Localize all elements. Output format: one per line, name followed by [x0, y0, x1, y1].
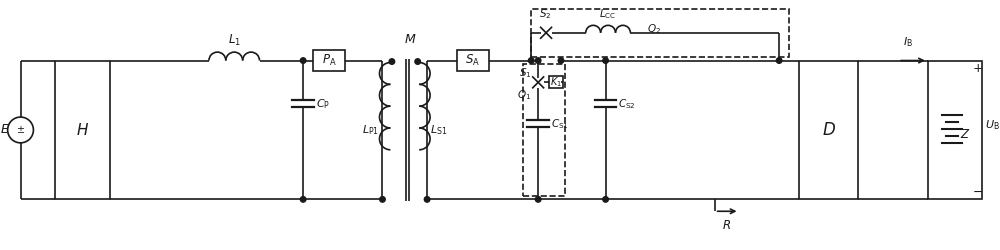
- Text: $Q_2$: $Q_2$: [647, 22, 661, 36]
- Circle shape: [528, 58, 534, 63]
- Circle shape: [300, 58, 306, 63]
- Text: $P_{\rm A}$: $P_{\rm A}$: [322, 53, 336, 68]
- Bar: [799, 60, 858, 199]
- Text: $\pm$: $\pm$: [16, 124, 25, 136]
- Circle shape: [535, 58, 541, 63]
- Text: $S_1$: $S_1$: [519, 66, 531, 80]
- Circle shape: [389, 59, 395, 64]
- Text: $R$: $R$: [722, 219, 731, 232]
- Circle shape: [424, 196, 430, 202]
- Bar: [531, 9, 789, 56]
- Text: $L_{\rm P1}$: $L_{\rm P1}$: [362, 123, 379, 137]
- Text: $K_1$: $K_1$: [550, 76, 562, 89]
- Text: $-$: $-$: [972, 185, 983, 198]
- Circle shape: [603, 58, 608, 63]
- Text: $I_{\rm B}$: $I_{\rm B}$: [903, 35, 913, 49]
- Text: $Q_1$: $Q_1$: [517, 88, 531, 102]
- Bar: [549, 76, 563, 88]
- Text: $H$: $H$: [76, 122, 89, 138]
- Text: $E$: $E$: [0, 124, 10, 136]
- Text: $D$: $D$: [822, 121, 836, 139]
- Text: $C_{\rm S2}$: $C_{\rm S2}$: [618, 97, 636, 111]
- Circle shape: [776, 58, 782, 63]
- Text: $C_{\rm S1}$: $C_{\rm S1}$: [551, 117, 569, 131]
- Text: $S_2$: $S_2$: [539, 7, 551, 21]
- Circle shape: [603, 196, 608, 202]
- Circle shape: [558, 58, 564, 63]
- Text: $M$: $M$: [404, 33, 416, 46]
- Text: $L_1$: $L_1$: [228, 32, 241, 48]
- Circle shape: [415, 59, 420, 64]
- Circle shape: [300, 196, 306, 202]
- Bar: [523, 64, 565, 196]
- Text: $+$: $+$: [972, 62, 983, 75]
- Bar: [55, 60, 110, 199]
- Circle shape: [380, 196, 385, 202]
- Text: $S_{\rm A}$: $S_{\rm A}$: [465, 53, 480, 68]
- Text: $C_{\rm P}$: $C_{\rm P}$: [316, 97, 330, 111]
- Circle shape: [535, 196, 541, 202]
- Circle shape: [8, 117, 33, 143]
- Text: $U_{\rm B}$: $U_{\rm B}$: [985, 118, 1000, 132]
- Bar: [928, 60, 982, 199]
- Text: $L_{\rm S1}$: $L_{\rm S1}$: [430, 123, 447, 137]
- Text: $L_{\rm CC}$: $L_{\rm CC}$: [599, 7, 617, 21]
- Bar: [313, 50, 345, 72]
- Bar: [457, 50, 489, 72]
- Text: $Z$: $Z$: [960, 128, 971, 141]
